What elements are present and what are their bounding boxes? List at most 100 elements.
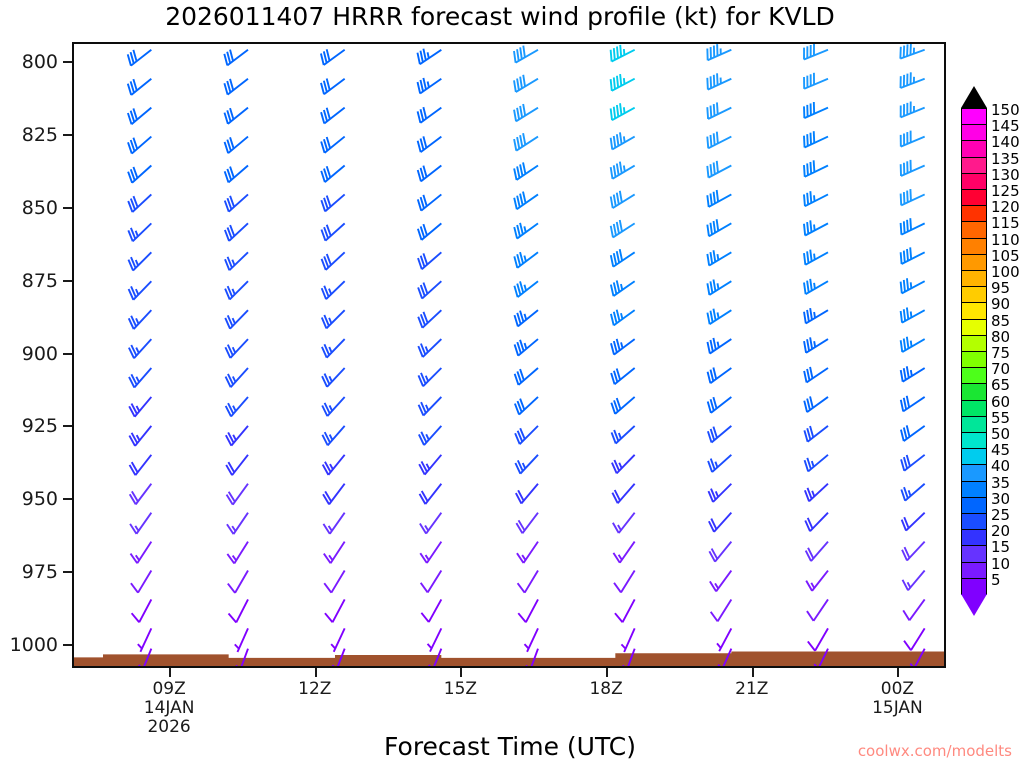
wind-barb: [707, 454, 732, 473]
wind-barb: [899, 101, 926, 119]
colorbar-label: 75: [991, 344, 1011, 362]
colorbar-label: 5: [991, 570, 1001, 589]
wind-barb: [130, 570, 153, 594]
colorbar-cell: [961, 561, 987, 579]
y-tick-label: 925: [21, 415, 58, 438]
wind-barb: [128, 367, 153, 389]
wind-barb: [321, 454, 346, 476]
colorbar-cell: [961, 205, 987, 223]
y-tick-label: 875: [21, 269, 58, 292]
wind-barb: [609, 219, 636, 239]
wind-barb: [706, 337, 732, 355]
terrain-layer: [74, 651, 944, 666]
wind-barb: [127, 193, 152, 213]
wind-barb: [321, 396, 346, 417]
colorbar-cell: [961, 172, 987, 190]
wind-barb: [804, 540, 829, 562]
wind-barb: [320, 164, 346, 183]
colorbar-cell: [961, 529, 987, 547]
wind-barb: [899, 395, 926, 413]
wind-barb: [416, 106, 442, 124]
wind-barb: [223, 77, 249, 96]
x-tick-mark: [606, 668, 609, 677]
watermark: coolwx.com/modelts: [857, 742, 1012, 760]
wind-barb: [901, 569, 926, 591]
y-tick-mark: [63, 206, 72, 209]
wind-barb: [319, 49, 346, 66]
colorbar-cell: [961, 237, 987, 255]
wind-barb: [517, 599, 539, 623]
wind-barb: [224, 280, 249, 301]
wind-barb: [803, 278, 829, 295]
wind-barb: [803, 425, 829, 443]
page-title: 2026011407 HRRR forecast wind profile (k…: [165, 2, 835, 31]
colorbar-cell: [961, 383, 987, 401]
wind-barb: [612, 512, 636, 534]
wind-barb: [614, 599, 636, 623]
colorbar-cell: [961, 302, 987, 320]
x-tick-label: 15Z: [443, 679, 478, 699]
colorbar-cell: [961, 432, 987, 450]
wind-barb: [128, 338, 153, 359]
wind-barb: [706, 308, 732, 326]
wind-barb: [417, 338, 442, 358]
wind-barb: [806, 598, 829, 622]
wind-barb: [224, 251, 249, 271]
wind-barb: [128, 396, 153, 418]
colorbar-label: 90: [991, 295, 1011, 314]
colorbar-cell: [961, 513, 987, 531]
wind-barb: [127, 309, 153, 330]
wind-barb: [513, 45, 539, 64]
y-tick-mark: [63, 643, 72, 646]
colorbar-label: 140: [991, 133, 1020, 152]
colorbar-label: 50: [991, 425, 1011, 443]
wind-barb: [416, 48, 442, 66]
y-tick-label: 800: [21, 51, 58, 74]
wind-barb: [610, 338, 636, 356]
colorbar-label: 25: [991, 506, 1011, 524]
x-tick-label: 00Z 15JAN: [872, 679, 923, 718]
colorbar-cell: [961, 464, 987, 482]
wind-barb: [716, 627, 733, 652]
wind-barb: [126, 49, 152, 67]
wind-barb: [223, 222, 249, 242]
colorbar-label: 10: [991, 554, 1011, 573]
x-axis-label: Forecast Time (UTC): [384, 732, 636, 761]
wind-barb: [416, 222, 442, 241]
colorbar-cell: [961, 270, 987, 288]
wind-barb: [419, 541, 443, 564]
wind-barb: [899, 159, 926, 177]
wind-barb: [127, 135, 152, 155]
wind-barb: [227, 599, 249, 624]
wind-barb: [418, 425, 443, 446]
colorbar-label: 65: [991, 376, 1011, 395]
wind-barb: [516, 570, 539, 594]
wind-barb: [225, 483, 249, 506]
wind-barb: [130, 599, 153, 623]
y-tick-mark: [63, 61, 72, 64]
colorbar-label: 30: [991, 489, 1011, 508]
wind-barb: [609, 161, 636, 180]
colorbar-label: 95: [991, 279, 1011, 298]
wind-barb: [613, 570, 636, 593]
colorbar-cell: [961, 334, 987, 352]
terrain-profile: [74, 651, 944, 666]
wind-barb: [224, 309, 249, 330]
wind-barb: [323, 570, 346, 594]
wind-barb: [803, 160, 829, 178]
colorbar-label: 130: [991, 165, 1020, 184]
wind-barb: [513, 396, 539, 416]
colorbar-label: 15: [991, 538, 1011, 557]
wind-barb: [706, 73, 732, 91]
colorbar-label: 100: [991, 263, 1020, 281]
wind-barb: [323, 541, 346, 564]
wind-barb: [902, 598, 926, 621]
wind-barb: [128, 483, 153, 505]
wind-barb: [609, 190, 636, 209]
colorbar-bottom-arrow: [961, 594, 987, 616]
wind-barb: [224, 396, 249, 418]
colorbar-label: 125: [991, 182, 1020, 200]
colorbar-label: 85: [991, 311, 1011, 330]
x-axis: 09Z 14JAN 2026 12Z 15Z 18Z 21Z 00Z 15JAN: [72, 668, 946, 768]
wind-barb: [899, 366, 926, 383]
